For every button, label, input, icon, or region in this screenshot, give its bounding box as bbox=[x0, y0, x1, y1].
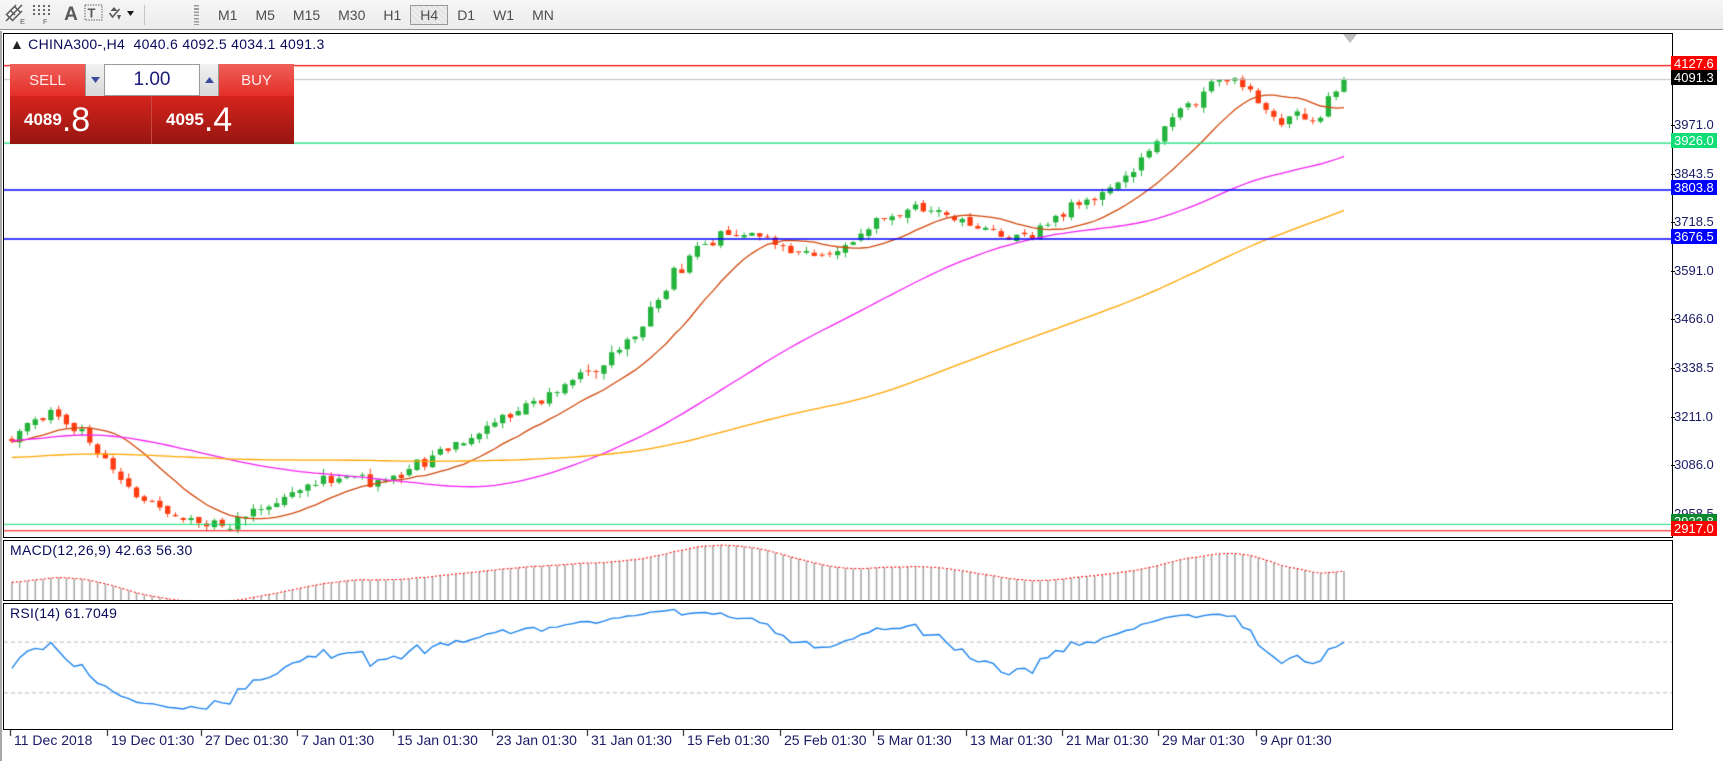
svg-text:F: F bbox=[43, 19, 47, 26]
svg-text:E: E bbox=[20, 17, 25, 26]
svg-text:T: T bbox=[88, 6, 96, 21]
